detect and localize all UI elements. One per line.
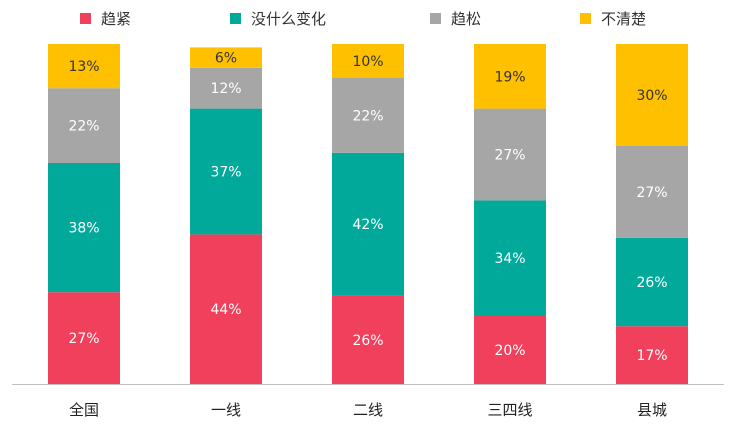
legend: 趋紧 没什么变化 趋松 不清楚 [80,10,646,28]
bar-segment [48,88,120,163]
bar-segment [332,78,404,153]
data-label: 38% [68,221,99,237]
data-label: 22% [68,119,99,135]
data-label: 17% [636,348,667,364]
bar-segment [616,44,688,146]
plot-area: 27% 38% 22% 13% 44% 37% 12% 6% 26% 42% 22% 10% 20% 34… [48,44,688,384]
bar-segment [474,316,546,384]
data-label: 10% [352,54,383,70]
data-label: 27% [68,331,99,347]
legend-label: 趋紧 [101,10,131,28]
data-label: 12% [210,81,241,97]
data-label: 22% [352,108,383,124]
bar-segment [190,47,262,68]
legend-swatch [80,13,91,24]
category-label: 二线 [353,401,383,419]
data-label: 30% [636,88,667,104]
category-label: 全国 [69,401,99,419]
category-label: 县城 [637,401,667,419]
data-label: 37% [210,165,241,181]
bar-segment [332,44,404,78]
bar-segment [48,163,120,293]
bar-segment [48,44,120,89]
category-labels: 全国 一线 二线 三四线 县城 [69,401,667,419]
bar-segment [190,108,262,235]
bar-segment [332,152,404,296]
bar-segment [616,326,688,384]
data-label: 34% [494,251,525,267]
bar-segment [48,292,120,384]
bar-segment [190,67,262,109]
data-label: 19% [494,69,525,85]
bar-segment [474,200,546,316]
legend-label: 不清楚 [601,10,646,28]
bar-segment [190,234,262,384]
data-label: 13% [68,59,99,75]
data-label: 26% [636,275,667,291]
data-label: 42% [352,217,383,233]
legend-swatch [430,13,441,24]
category-label: 三四线 [487,401,532,419]
bar-segment [474,108,546,201]
category-label: 一线 [211,401,241,419]
bar-segment [616,237,688,327]
legend-label: 没什么变化 [251,10,326,28]
bar-segment [332,295,404,384]
data-label: 44% [210,302,241,318]
data-label: 27% [636,185,667,201]
data-label: 20% [494,343,525,359]
data-label: 27% [494,148,525,164]
legend-label: 趋松 [451,10,481,28]
bar-segment [474,44,546,109]
legend-swatch [230,13,241,24]
data-label: 6% [215,51,237,67]
bar-segment [616,146,688,238]
data-label: 26% [352,333,383,349]
legend-swatch [580,13,591,24]
